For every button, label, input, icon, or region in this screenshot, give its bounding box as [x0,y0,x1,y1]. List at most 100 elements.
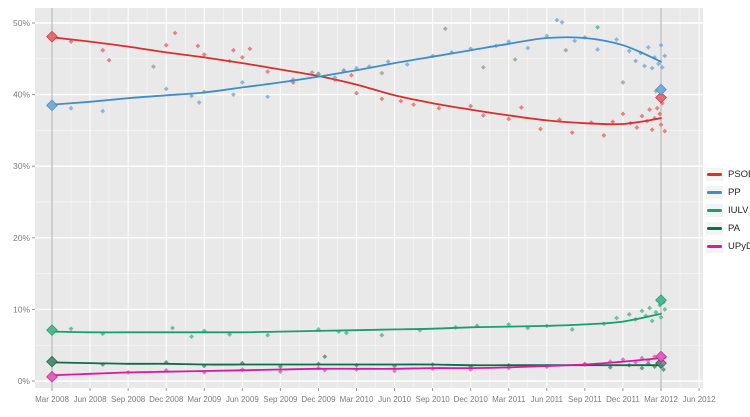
poll-point [653,309,659,315]
y-axis-label: 30% [13,161,30,171]
pp-election-result-marker [655,83,667,96]
upyd-election-markers [46,350,667,383]
iulv-election-markers [46,294,667,337]
x-axis-label: Mar 2008 [35,395,69,404]
poll-point [172,30,178,36]
poll-point [468,103,474,109]
iulv-election-result-marker [46,324,58,337]
x-axis-label: Dec 2008 [149,395,184,404]
legend-item-pp: PP [706,183,750,201]
pp-trend-line [51,36,662,106]
pa-color-swatch [707,226,722,230]
poll-point [610,119,616,125]
legend-item-upyd: UPyD [706,237,750,255]
poll-point [316,71,321,77]
poll-point [639,308,645,314]
legend-label: UPyD [728,240,750,252]
x-axis-label: Dec 2011 [606,395,640,404]
poll-point [68,326,74,332]
psoe-election-result-marker [655,91,667,104]
poll-point [151,64,156,70]
x-axis-label: Sep 2011 [568,395,602,404]
poll-point [642,63,647,69]
upyd-trend-line [51,357,662,377]
pp-election-result-marker [46,99,58,112]
legend-label: PP [728,186,741,198]
legend-key-box [706,185,723,199]
poll-point [239,80,245,85]
x-axis-label: Mar 2011 [492,395,526,404]
pp-election-markers [46,83,667,112]
poll-point [392,368,397,374]
legend-item-iulv: IULV [706,201,750,219]
unaffiliated-poll-points [151,26,659,94]
iulv-trend-line [51,312,662,334]
x-axis-label: Dec 2010 [454,395,489,404]
psoe-trend-line [51,36,662,126]
psoe-election-result-marker [46,30,58,43]
axes: 0% 10% 20% 30% 40% 50% Mar 2008 Jun 2008 Sep 200… [13,18,716,404]
upyd-election-result-marker [46,370,58,383]
pa-election-result-marker [655,357,667,369]
poll-point [614,315,619,321]
poll-point [411,102,416,108]
legend-item-psoe: PSOE [706,165,750,183]
y-axis-label: 10% [13,304,30,314]
y-axis-label: 20% [13,233,30,243]
poll-point [480,112,486,118]
legend-label: PSOE [728,168,750,180]
psoe-color-swatch [707,172,722,176]
pa-election-markers [46,355,667,369]
poll-point [569,327,575,332]
x-axis-label: Jun 2012 [683,395,716,404]
y-axis-label: 50% [13,18,30,28]
y-axis-label: 40% [13,90,30,100]
poll-point [322,354,328,360]
pp-color-swatch [707,190,722,194]
x-axis-label: Jun 2008 [74,395,107,404]
psoe-election-markers [46,30,667,104]
poll-point [572,38,578,44]
x-axis-label: Jun 2011 [531,395,564,404]
poll-point [332,75,338,80]
poll-point [309,69,315,75]
pa-election-result-marker [46,355,58,368]
y-axis-label: 0% [18,376,31,386]
upyd-color-swatch [707,244,722,248]
poll-point [658,314,664,320]
poll-point [354,90,359,96]
x-axis-label: Sep 2009 [263,395,298,404]
poll-point [506,116,512,122]
x-axis-label: Mar 2010 [340,395,374,404]
iulv-color-swatch [707,208,722,212]
x-axis-label: Mar 2009 [187,395,221,404]
x-axis-label: Jun 2010 [378,395,411,404]
poll-point [227,332,233,337]
legend-key-box [706,203,723,217]
chart-legend: PSOE PP IULV PA UPyD [706,165,750,255]
legend-item-pa: PA [706,219,750,237]
upyd-election-result-marker [655,350,667,363]
poll-point [349,72,354,78]
poll-point [170,325,175,331]
legend-key-box [706,239,723,253]
poll-point [649,127,655,133]
iulv-election-result-marker [655,294,667,306]
poll-point [639,365,645,371]
poll-point [398,98,404,104]
poll-point [100,108,106,114]
x-axis-label: Jun 2009 [226,395,259,404]
legend-label: PA [728,222,740,234]
legend-key-box [706,167,723,181]
legend-key-box [706,221,723,235]
x-axis-label: Mar 2012 [644,395,678,404]
poll-point [480,64,486,70]
poll-point [163,86,169,92]
poll-point [506,322,512,327]
poll-point [559,19,565,25]
x-axis-label: Dec 2009 [301,395,336,404]
legend-label: IULV [728,204,749,216]
x-axis-label: Sep 2010 [415,395,450,404]
